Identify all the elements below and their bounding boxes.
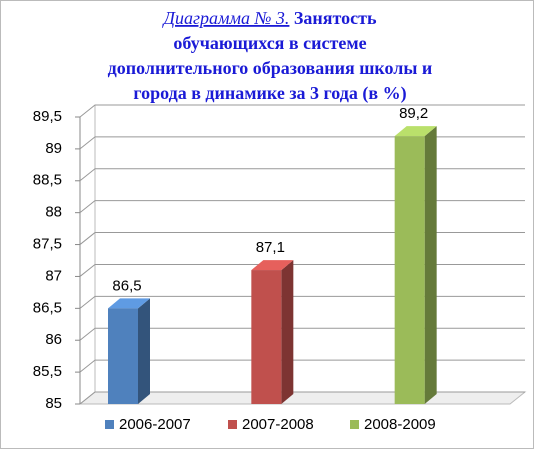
value-label: 89,2 [399,105,428,122]
legend-swatch [228,420,237,429]
y-tick-label: 85 [45,395,62,412]
legend-label: 2007-2008 [242,416,314,433]
bar-front [108,308,138,404]
y-tick-label: 88,5 [33,172,62,189]
legend-label: 2006-2007 [119,416,191,433]
grid-line [79,232,525,245]
grid-line [79,327,525,341]
bar [108,298,150,404]
value-label: 86,5 [112,277,141,294]
grid-line [79,168,525,182]
grid-line [79,263,525,277]
y-tick-label: 86,5 [33,299,62,316]
title-line: города в динамике за 3 года (в %) [133,83,406,104]
y-tick-label: 89 [45,140,62,157]
legend-swatch [105,420,114,429]
chart-title: Диаграмма № 3. Занятость [162,8,377,28]
value-label: 87,1 [256,239,285,256]
title-line: обучающихся в системе [173,33,366,53]
bar-side [281,260,294,404]
title-label: Диаграмма № 3. [162,8,290,28]
grid-line [79,295,525,309]
bar-side [424,126,437,404]
grid-line [79,391,525,405]
bar [251,260,294,404]
grid-line [79,359,525,373]
y-tick-label: 87 [45,267,62,284]
y-tick-label: 85,5 [33,363,62,380]
grid-line [79,136,525,150]
bar-side [138,298,150,404]
bar-front [394,136,425,404]
bar-front [251,270,282,404]
y-tick-label: 87,5 [33,236,62,253]
grid-line [79,200,525,214]
legend-label: 2008-2009 [364,416,436,433]
y-tick-label: 86 [45,331,62,348]
y-tick-label: 89,5 [33,108,62,125]
grid-line [79,104,525,118]
title-line: Занятость [294,8,377,28]
legend-swatch [350,420,359,429]
bar-top [394,126,437,137]
bar-top [251,260,294,271]
title-line: дополнительного образования школы и [108,58,433,78]
bar [394,126,437,404]
bar-top [108,298,150,309]
y-tick-label: 88 [45,204,62,221]
